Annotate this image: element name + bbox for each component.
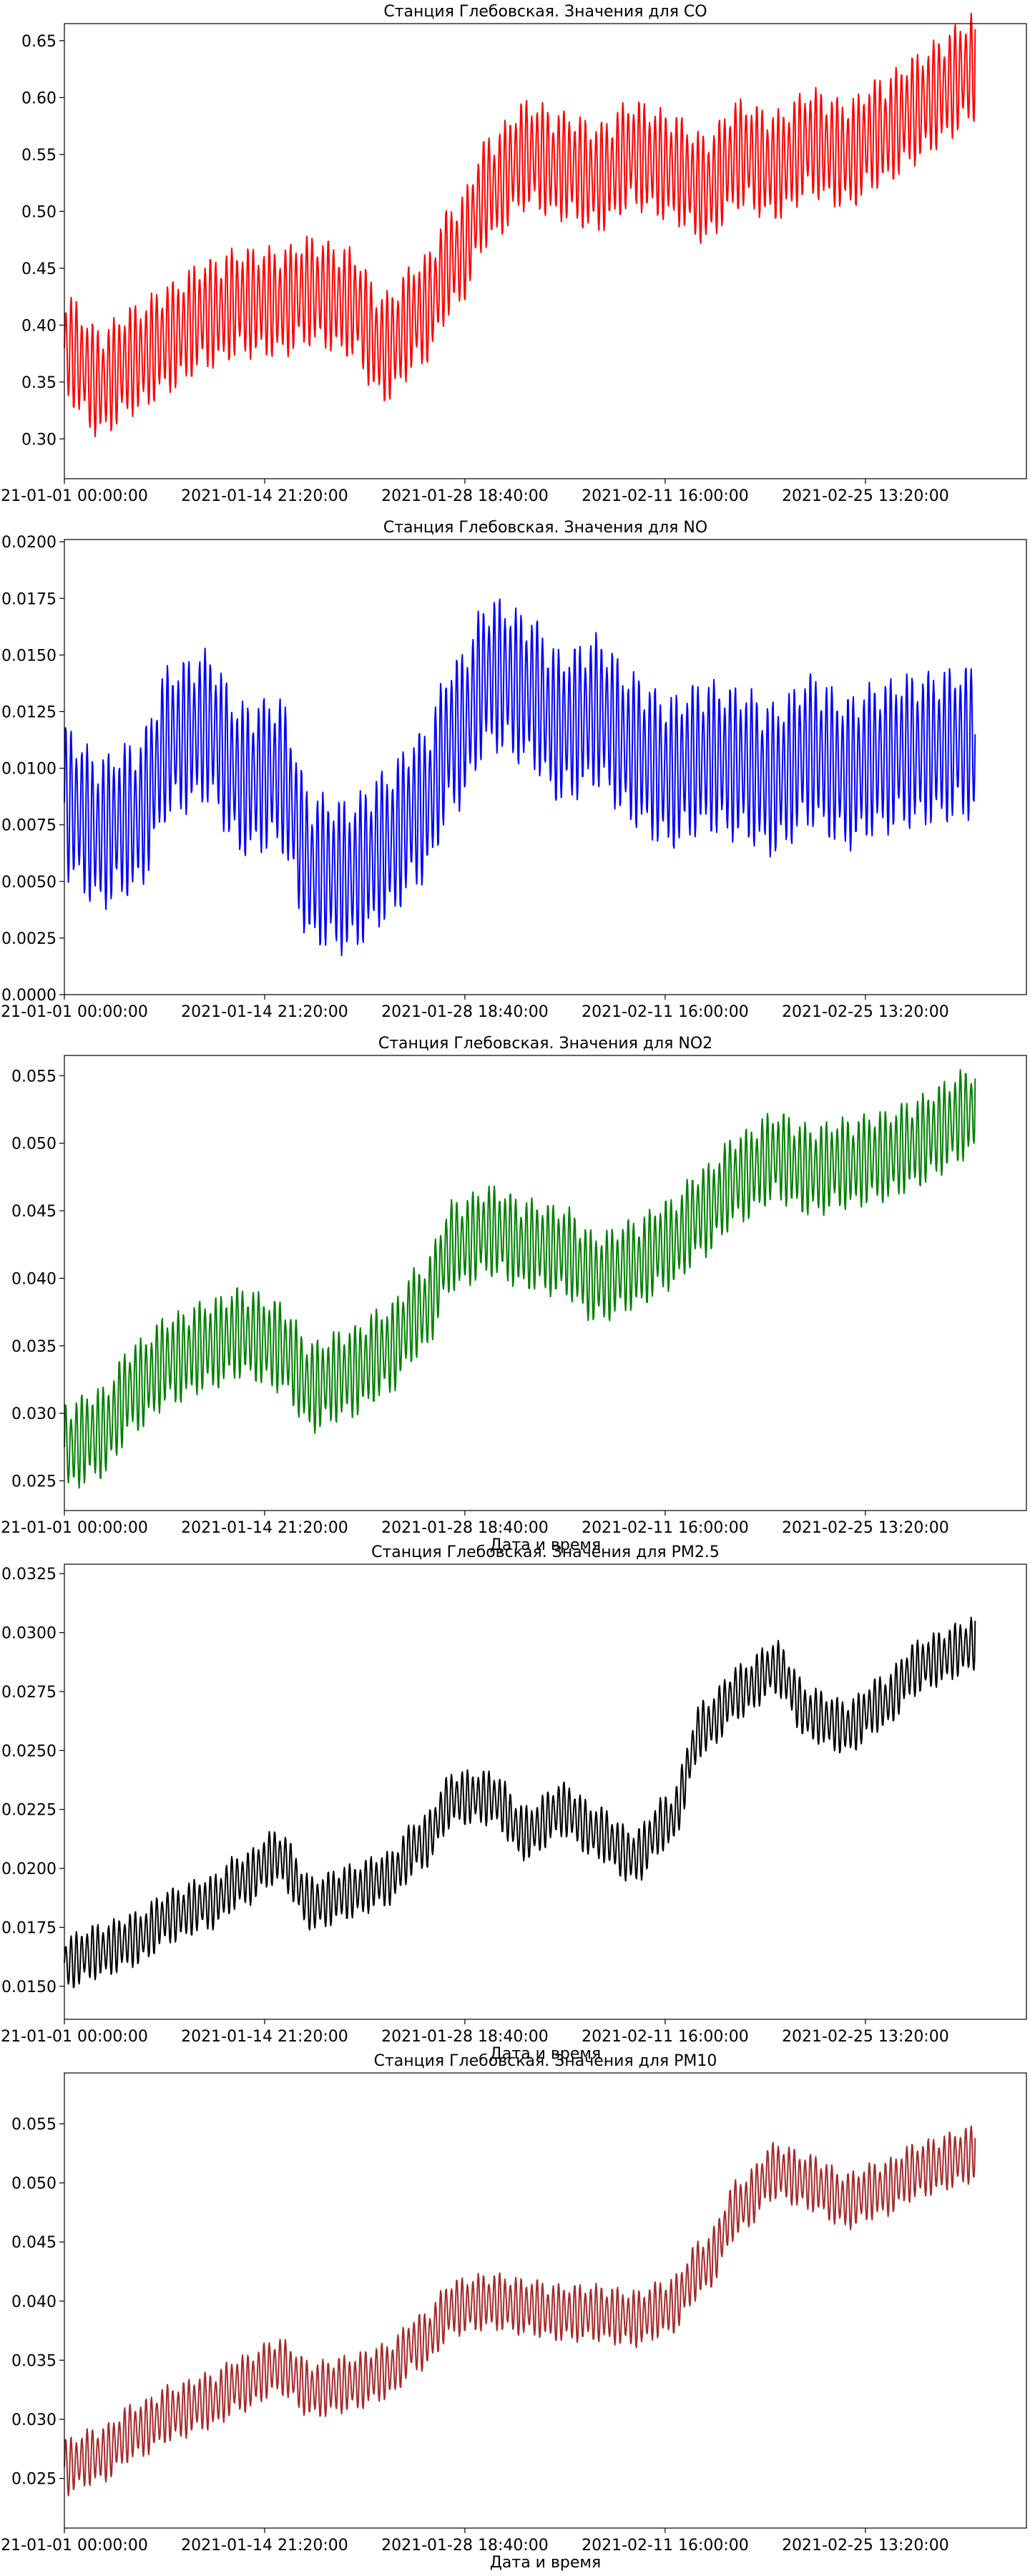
x-tick-label: 2021-01-28 18:40:00	[381, 1519, 549, 1537]
x-tick-label: 2021-01-01 00:00:00	[0, 1003, 148, 1021]
plot-frame	[64, 2072, 1027, 2529]
x-tick-label: 2021-01-14 21:20:00	[181, 2537, 348, 2555]
x-tick-label: 2021-02-11 16:00:00	[582, 487, 749, 505]
y-tick-label: 0.0175	[1, 1919, 57, 1937]
y-tick-label: 0.055	[11, 2116, 57, 2134]
y-tick-label: 0.0075	[1, 817, 57, 835]
plot-frame	[64, 23, 1027, 479]
series-line	[64, 2125, 976, 2497]
x-axis-label: Дата и время	[490, 2045, 602, 2063]
x-tick-label: 2021-01-14 21:20:00	[181, 1519, 348, 1537]
y-tick-label: 0.0150	[1, 647, 57, 665]
y-tick-label: 0.0050	[1, 874, 57, 892]
y-tick-label: 0.040	[11, 2293, 57, 2311]
x-tick-label: 2021-01-14 21:20:00	[181, 487, 348, 505]
x-tick-label: 2021-02-11 16:00:00	[582, 2537, 749, 2555]
y-tick-label: 0.040	[11, 1270, 57, 1288]
y-tick-label: 0.025	[11, 1473, 57, 1491]
y-tick-label: 0.50	[21, 203, 57, 221]
x-tick-label: 2021-02-25 13:20:00	[782, 487, 949, 505]
chart-4: 0.0150 0.0175 0.0200 0.0225 0.0250 0.0275 0.03…	[0, 1543, 1027, 2063]
y-tick-label: 0.30	[21, 431, 57, 449]
x-tick-label: 2021-01-01 00:00:00	[0, 1519, 148, 1537]
y-tick-label: 0.0175	[1, 590, 57, 608]
y-tick-label: 0.055	[11, 1068, 57, 1085]
x-tick-label: 2021-01-14 21:20:00	[181, 1003, 348, 1021]
y-tick-label: 0.035	[11, 2352, 57, 2370]
chart-title: Станция Глебовская. Значения для PM2.5	[371, 1543, 720, 1561]
plot-frame	[64, 1055, 1027, 1511]
y-tick-label: 0.035	[11, 1338, 57, 1356]
y-tick-label: 0.045	[11, 1203, 57, 1221]
chart-5: 0.025 0.030 0.035 0.040 0.045 0.050 0.055 2021-…	[0, 2052, 1027, 2572]
y-tick-label: 0.030	[11, 1405, 57, 1423]
y-tick-label: 0.0225	[1, 1802, 57, 1820]
x-tick-label: 2021-02-25 13:20:00	[782, 2537, 949, 2555]
x-tick-label: 2021-02-11 16:00:00	[582, 2028, 749, 2046]
chart-title: Станция Глебовская. Значения для NO	[383, 519, 707, 537]
y-tick-label: 0.0200	[1, 1860, 57, 1878]
x-tick-label: 2021-01-28 18:40:00	[381, 2028, 549, 2046]
y-tick-label: 0.0275	[1, 1684, 57, 1702]
y-tick-label: 0.030	[11, 2411, 57, 2429]
chart-title: Станция Глебовская. Значения для CO	[383, 3, 707, 21]
plot-frame	[64, 539, 1027, 995]
series-line	[64, 1616, 976, 1989]
y-tick-label: 0.0025	[1, 930, 57, 948]
x-tick-label: 2021-02-11 16:00:00	[582, 1003, 749, 1021]
y-tick-label: 0.0100	[1, 761, 57, 779]
series-line	[64, 12, 976, 438]
x-tick-label: 2021-01-01 00:00:00	[0, 2537, 148, 2555]
y-tick-label: 0.65	[21, 33, 57, 51]
series-line	[64, 598, 976, 957]
x-tick-label: 2021-01-28 18:40:00	[381, 487, 549, 505]
x-tick-label: 2021-01-28 18:40:00	[381, 2537, 549, 2555]
y-tick-label: 0.45	[21, 260, 57, 278]
chart-1: 0.30 0.35 0.40 0.45 0.50 0.55 0.60 0.65 2021-01-…	[0, 3, 1027, 505]
x-tick-label: 2021-02-11 16:00:00	[582, 1519, 749, 1537]
x-tick-label: 2021-02-25 13:20:00	[782, 1519, 949, 1537]
chart-title: Станция Глебовская. Значения для PM10	[374, 2052, 717, 2070]
x-tick-label: 2021-02-25 13:20:00	[782, 2028, 949, 2046]
series-line	[64, 1069, 976, 1489]
y-tick-label: 0.0200	[1, 534, 57, 552]
x-tick-label: 2021-01-01 00:00:00	[0, 487, 148, 505]
x-tick-label: 2021-01-28 18:40:00	[381, 1003, 549, 1021]
x-tick-label: 2021-01-01 00:00:00	[0, 2028, 148, 2046]
y-tick-label: 0.35	[21, 374, 57, 392]
chart-title: Станция Глебовская. Значения для NO2	[378, 1035, 712, 1053]
y-tick-label: 0.60	[21, 89, 57, 107]
y-tick-label: 0.050	[11, 1136, 57, 1153]
y-tick-label: 0.050	[11, 2175, 57, 2193]
y-tick-label: 0.0125	[1, 703, 57, 721]
x-axis-label: Дата и время	[490, 1536, 602, 1554]
chart-3: 0.025 0.030 0.035 0.040 0.045 0.050 0.055 2021-…	[0, 1035, 1027, 1554]
y-tick-label: 0.0150	[1, 1979, 57, 1996]
plot-frame	[64, 1563, 1027, 2020]
y-tick-label: 0.0000	[1, 987, 57, 1005]
y-tick-label: 0.045	[11, 2234, 57, 2252]
chart-2: 0.0000 0.0025 0.0050 0.0075 0.0100 0.0125 0.01…	[0, 519, 1027, 1021]
y-tick-label: 0.0325	[1, 1566, 57, 1584]
y-tick-label: 0.55	[21, 147, 57, 165]
y-tick-label: 0.0250	[1, 1742, 57, 1760]
y-tick-label: 0.0300	[1, 1625, 57, 1643]
x-axis-label: Дата и время	[490, 2554, 602, 2572]
x-tick-label: 2021-01-14 21:20:00	[181, 2028, 348, 2046]
x-tick-label: 2021-02-25 13:20:00	[782, 1003, 949, 1021]
y-tick-label: 0.40	[21, 317, 57, 335]
y-tick-label: 0.025	[11, 2471, 57, 2489]
